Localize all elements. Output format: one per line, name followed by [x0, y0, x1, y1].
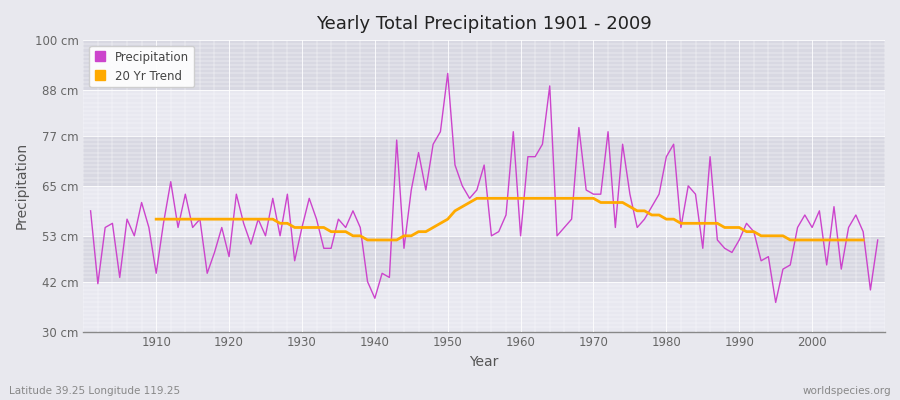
Y-axis label: Precipitation: Precipitation: [15, 142, 29, 230]
Bar: [84, 186, 885, 236]
Text: worldspecies.org: worldspecies.org: [803, 386, 891, 396]
Text: Latitude 39.25 Longitude 119.25: Latitude 39.25 Longitude 119.25: [9, 386, 180, 396]
Bar: [84, 90, 885, 136]
Bar: [84, 40, 885, 90]
Bar: [84, 136, 885, 186]
Title: Yearly Total Precipitation 1901 - 2009: Yearly Total Precipitation 1901 - 2009: [316, 15, 652, 33]
X-axis label: Year: Year: [470, 355, 499, 369]
Bar: [84, 236, 885, 282]
Bar: [84, 282, 885, 332]
Legend: Precipitation, 20 Yr Trend: Precipitation, 20 Yr Trend: [89, 46, 194, 87]
